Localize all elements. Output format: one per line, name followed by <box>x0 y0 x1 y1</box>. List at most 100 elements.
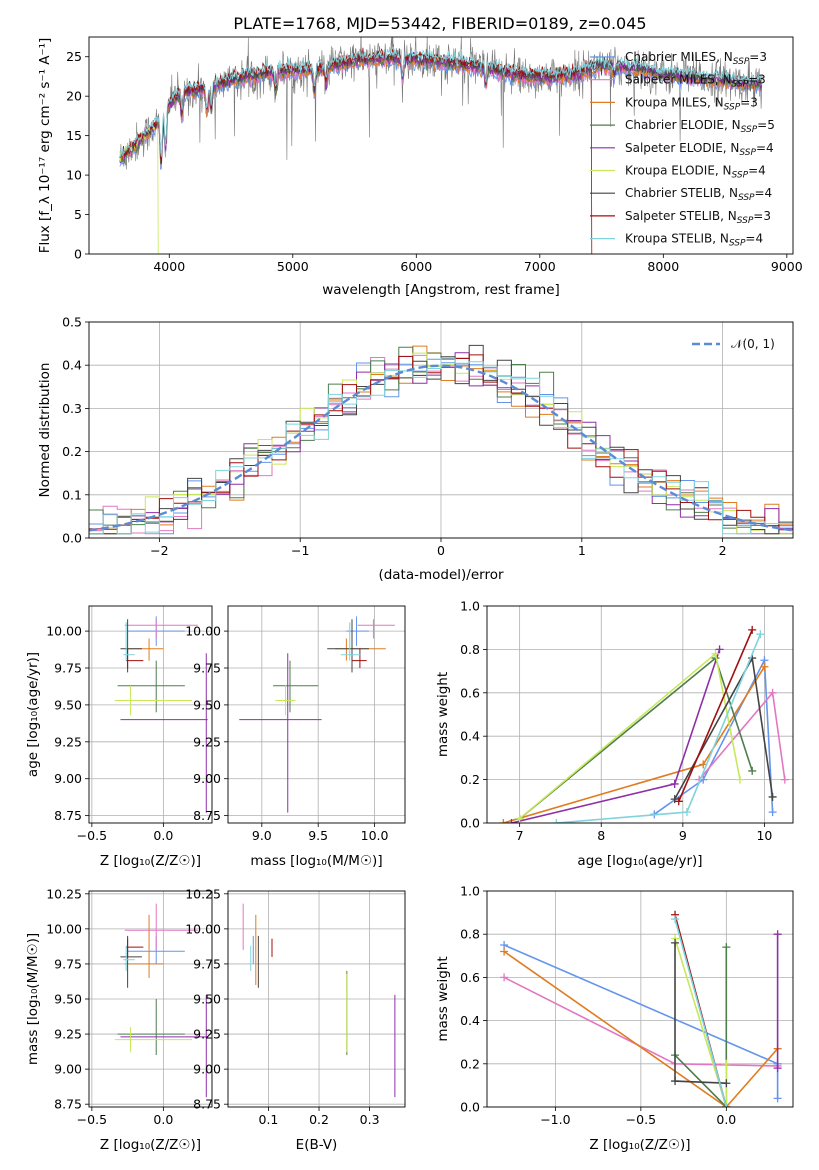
legend-label-value: =5 <box>757 118 775 132</box>
weight-marker <box>748 766 757 775</box>
histogram-lines <box>89 344 793 535</box>
weight-marker <box>711 649 720 658</box>
x-tick-label: 0.3 <box>360 1112 380 1127</box>
x-axis-label: Z [log₁₀(Z/Z☉)] <box>100 853 201 869</box>
x-tick-label: 9000 <box>771 259 803 274</box>
weight_vs_age-axes: 7 8 9 10 0.0 0.2 0.4 0.6 0.8 1.0 age [log₁₀(age/yr… <box>435 599 793 869</box>
mass_vs_ebv-errorbars <box>242 903 396 1098</box>
legend-sub: SSP <box>733 57 750 67</box>
model-line-6 <box>119 48 762 164</box>
histogram-8 <box>89 357 793 535</box>
x-tick-label: 9.5 <box>308 828 328 843</box>
model-line-7 <box>119 47 593 254</box>
age_vs_Z-axes: −0.5 0.0 8.75 9.00 9.25 9.50 9.75 10.00 Z [log₁₀… <box>25 606 212 869</box>
x-tick-label: 4000 <box>153 259 185 274</box>
weight-marker <box>670 779 679 788</box>
model-line-4 <box>119 51 762 164</box>
spectrum-lines <box>119 37 763 254</box>
age_vs_mass-axes: 9.0 9.5 10.0 8.75 9.00 9.25 9.50 9.75 10.00 mass … <box>185 606 405 869</box>
y-tick-label: 0.1 <box>62 487 82 502</box>
y-tick-label: 0.0 <box>460 816 480 831</box>
weight-marker <box>760 662 769 671</box>
x-tick-label: 0.2 <box>309 1112 329 1127</box>
y-tick-label: 9.25 <box>54 734 82 749</box>
y-tick-label: 25 <box>66 49 82 64</box>
x-axis-label: E(B-V) <box>296 1137 338 1153</box>
y-tick-label: 0.4 <box>62 358 82 373</box>
x-tick-label: −0.5 <box>77 1112 107 1127</box>
x-axis-label: (data-model)/error <box>378 567 504 583</box>
weight-marker <box>671 938 680 947</box>
x-tick-label: −0.5 <box>77 828 107 843</box>
weight-marker <box>748 625 757 634</box>
y-tick-label: 9.50 <box>54 992 82 1007</box>
y-tick-label: 0.4 <box>460 1013 480 1028</box>
legend-sub: SSP <box>737 216 754 226</box>
y-tick-label: 10 <box>66 168 82 183</box>
y-tick-label: 10.00 <box>46 624 82 639</box>
y-tick-label: 9.75 <box>193 956 221 971</box>
spectrum-frame <box>88 36 794 255</box>
y-tick-label: 0.8 <box>460 642 480 657</box>
legend-label-value: =3 <box>749 50 767 64</box>
x-tick-label: 7000 <box>524 259 556 274</box>
weight-marker <box>715 645 724 654</box>
weight_vs_Z-lines <box>500 910 782 1107</box>
age_vs_Z-errorbars <box>114 616 208 813</box>
y-tick-label: 9.50 <box>54 697 82 712</box>
legend-label-8: Kroupa STELIB, NSSP=4 <box>625 232 763 249</box>
y-tick-label: 1.0 <box>460 884 480 899</box>
legend-label-value: =3 <box>748 73 766 87</box>
y-tick-label: 10.25 <box>46 886 82 901</box>
y-tick-label: 9.75 <box>54 661 82 676</box>
x-axis-label: age [log₁₀(age/yr)] <box>577 853 702 869</box>
weight-line-5 <box>674 938 728 1107</box>
y-tick-label: 10.00 <box>46 921 82 936</box>
y-tick-label: 9.00 <box>54 771 82 786</box>
weight-marker <box>773 1094 782 1103</box>
weight-marker <box>773 1064 782 1073</box>
mass_vs_ebv-axes: 0.1 0.2 0.3 8.75 9.00 9.25 9.50 9.75 10.00 10.25 E… <box>185 886 405 1153</box>
weight-marker <box>682 808 691 817</box>
legend-label-text: Salpeter ELODIE, N <box>625 141 739 155</box>
y-tick-label: 9.25 <box>54 1027 82 1042</box>
spectrum-axes: 4000 5000 6000 7000 8000 9000 0 5 10 15 20 25 wavele… <box>37 38 803 298</box>
y-axis-label: mass weight <box>435 956 451 1041</box>
legend-label-4: Salpeter ELODIE, NSSP=4 <box>625 141 774 158</box>
weight-marker <box>670 795 679 804</box>
weight-marker <box>773 930 782 939</box>
y-tick-label: 0.3 <box>62 401 82 416</box>
weight-marker <box>507 819 516 823</box>
legend-label-text: Salpeter STELIB, N <box>625 209 737 223</box>
x-axis-label: mass [log₁₀(M/M☉)] <box>250 853 382 869</box>
weight-marker <box>674 797 683 806</box>
age_vs_mass-errorbars <box>239 616 395 813</box>
weight-marker <box>780 775 789 784</box>
weight-marker <box>671 915 680 924</box>
x-tick-label: 0.0 <box>153 828 173 843</box>
y-tick-label: 9.00 <box>54 1062 82 1077</box>
legend-label-5: Kroupa ELODIE, NSSP=4 <box>625 164 766 181</box>
figure-title: PLATE=1768, MJD=53442, FIBERID=0189, z=0… <box>233 14 646 33</box>
x-tick-label: 6000 <box>400 259 432 274</box>
legend-label-text: Chabrier ELODIE, N <box>625 118 741 132</box>
x-tick-label: 0.1 <box>259 1112 279 1127</box>
y-tick-label: 0.6 <box>460 685 480 700</box>
y-tick-label: 0.4 <box>460 729 480 744</box>
x-tick-label: 1 <box>578 543 586 558</box>
y-tick-label: 0.8 <box>460 927 480 942</box>
weight-marker <box>515 814 524 823</box>
legend-sub: SSP <box>724 102 741 112</box>
mass_vs_Z-errorbars <box>114 903 208 1098</box>
y-axis-label: Flux [f_λ 10⁻¹⁷ erg cm⁻² s⁻¹ A⁻¹] <box>37 38 53 254</box>
weight-line-2 <box>503 950 779 1107</box>
weight-line-0 <box>653 657 774 815</box>
x-tick-label: −1.0 <box>540 1112 570 1127</box>
y-tick-label: 9.25 <box>193 1027 221 1042</box>
weight-marker <box>722 943 731 952</box>
y-tick-label: 9.75 <box>54 956 82 971</box>
x-tick-label: 0.0 <box>716 1112 736 1127</box>
y-tick-label: 8.75 <box>193 808 221 823</box>
legend-sub: SSP <box>738 193 755 203</box>
